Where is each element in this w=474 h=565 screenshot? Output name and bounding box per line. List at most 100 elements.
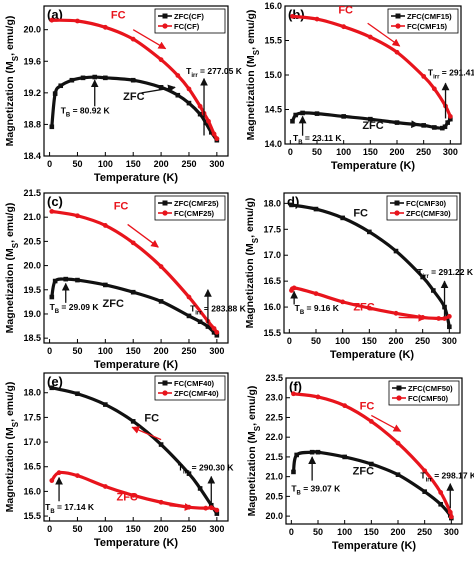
data-point-zfc bbox=[158, 442, 164, 447]
chart-panel-5: 0 50 100 150 200 250 300 15.5 16.0 16.5 17.0 17.5 18… bbox=[4, 372, 234, 549]
y-tick-label: 16.5 bbox=[263, 276, 281, 286]
legend-box bbox=[154, 375, 226, 401]
y-tick-label: 17.5 bbox=[263, 224, 281, 234]
curve-label: ZFC bbox=[103, 298, 124, 310]
data-point-zfc bbox=[130, 77, 136, 83]
data-point-fc bbox=[394, 49, 400, 55]
y-tick-label: 15.5 bbox=[264, 36, 282, 46]
x-tick-label: 250 bbox=[181, 346, 196, 356]
curve-label: FC bbox=[360, 401, 375, 413]
data-point-zfc bbox=[186, 100, 192, 106]
data-point-zfc bbox=[158, 85, 164, 90]
data-point-zfc bbox=[63, 276, 69, 282]
data-point-zfc bbox=[314, 111, 320, 116]
annotation-label: Tirr = 283.88 K bbox=[190, 304, 247, 317]
data-point-zfc bbox=[52, 278, 58, 284]
data-point-zfc bbox=[421, 123, 426, 128]
data-point-fc bbox=[422, 468, 428, 474]
y-tick-label: 18.8 bbox=[23, 119, 41, 129]
legend-marker bbox=[395, 13, 401, 19]
curve-label: ZFC bbox=[353, 302, 374, 314]
legend-label: ZFC(CMF40) bbox=[174, 389, 219, 398]
data-point-fc bbox=[102, 24, 108, 30]
data-point-fc bbox=[442, 316, 447, 321]
annotation-label: TB = 29.09 K bbox=[50, 302, 100, 315]
curve-label: ZFC bbox=[123, 91, 144, 103]
annotation-label: Tirr = 291.22 K bbox=[417, 267, 474, 280]
curve-label: FC bbox=[338, 5, 353, 17]
data-point-fc bbox=[102, 223, 108, 228]
data-point-fc bbox=[367, 34, 373, 40]
y-tick-label: 19.0 bbox=[23, 309, 41, 319]
x-tick-label: 250 bbox=[181, 159, 196, 169]
data-point-fc bbox=[75, 473, 80, 479]
curve-label: ZFC bbox=[353, 466, 374, 478]
legend-label: FC(CMF25) bbox=[174, 209, 215, 218]
y-axis-label: Magnetization (MS, emu/g) bbox=[4, 203, 20, 334]
data-point-zfc bbox=[197, 486, 203, 491]
legend-label: ZFC(CMF50) bbox=[408, 384, 453, 393]
x-tick-label: 300 bbox=[209, 524, 224, 534]
legend-label: FC(CMF40) bbox=[174, 379, 215, 388]
data-point-zfc bbox=[447, 324, 452, 330]
x-tick-label: 0 bbox=[288, 147, 293, 157]
x-tick-label: 0 bbox=[287, 336, 292, 346]
y-tick-label: 19.5 bbox=[23, 285, 41, 295]
data-point-zfc bbox=[432, 125, 437, 130]
data-point-fc bbox=[208, 505, 214, 511]
annotation-label: TB = 23.11 K bbox=[293, 133, 342, 146]
y-tick-label: 21.0 bbox=[265, 472, 283, 482]
data-point-zfc bbox=[293, 112, 298, 118]
annotation-label: Tirr = 298.17 K bbox=[420, 471, 474, 484]
data-point-fc bbox=[130, 492, 136, 498]
y-tick-label: 20.0 bbox=[265, 511, 283, 521]
data-point-zfc bbox=[294, 452, 299, 458]
data-point-zfc bbox=[309, 449, 315, 455]
annotation-label: Tirr = 277.05 K bbox=[186, 66, 243, 79]
data-point-zfc bbox=[369, 461, 374, 467]
data-point-zfc bbox=[49, 294, 55, 300]
annotation-arrow bbox=[131, 426, 162, 441]
data-point-zfc bbox=[175, 92, 181, 98]
x-axis-label: Temperature (K) bbox=[94, 359, 178, 371]
y-tick-label: 14.0 bbox=[264, 139, 282, 149]
y-tick-label: 19.2 bbox=[23, 88, 41, 98]
y-tick-label: 20.5 bbox=[23, 236, 41, 246]
plot-frame bbox=[285, 377, 463, 525]
curve-label: FC bbox=[114, 200, 129, 212]
legend-marker bbox=[396, 395, 402, 401]
data-point-fc bbox=[158, 264, 164, 269]
x-tick-label: 300 bbox=[209, 346, 224, 356]
data-point-fc bbox=[438, 490, 444, 495]
data-point-zfc bbox=[197, 319, 203, 325]
y-tick-label: 19.6 bbox=[23, 56, 41, 66]
y-tick-label: 20.0 bbox=[23, 25, 41, 35]
plot-frame bbox=[283, 192, 461, 334]
data-point-zfc bbox=[49, 385, 55, 391]
annotation-label: TB = 39.07 K bbox=[291, 484, 341, 497]
legend-label: ZFC(CMF30) bbox=[406, 209, 451, 218]
x-axis-label: Temperature (K) bbox=[94, 172, 178, 184]
data-point-fc bbox=[175, 73, 181, 78]
data-point-zfc bbox=[440, 125, 445, 131]
legend-marker bbox=[394, 210, 400, 216]
annotation-arrow bbox=[388, 120, 420, 129]
y-axis-label: Magnetization (MS, emu/g) bbox=[246, 386, 262, 517]
data-point-zfc bbox=[214, 332, 220, 338]
data-point-fc bbox=[214, 136, 220, 142]
data-point-zfc bbox=[393, 248, 399, 254]
data-point-fc bbox=[158, 57, 164, 63]
legend-label: FC(CMF30) bbox=[406, 199, 447, 208]
y-tick-label: 22.0 bbox=[265, 432, 283, 442]
x-tick-label: 100 bbox=[336, 147, 351, 157]
y-axis-label: Magnetization (MS, emu/g) bbox=[244, 198, 260, 329]
data-point-zfc bbox=[103, 75, 108, 81]
y-tick-label: 16.0 bbox=[263, 302, 281, 312]
annotation-arrow bbox=[169, 503, 193, 511]
y-tick-label: 16.0 bbox=[23, 486, 41, 496]
y-tick-label: 23.0 bbox=[265, 393, 283, 403]
data-point-fc bbox=[341, 24, 347, 30]
y-tick-label: 16.0 bbox=[264, 1, 282, 11]
